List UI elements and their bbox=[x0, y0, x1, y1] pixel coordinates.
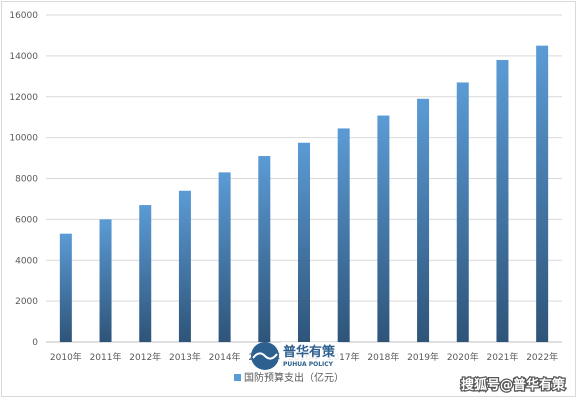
y-tick-label: 4000 bbox=[15, 256, 38, 266]
x-tick-label: 2022年 bbox=[526, 351, 558, 363]
y-tick-label: 8000 bbox=[15, 175, 38, 185]
publisher-logo: 普华有策 PUHUA POLICY bbox=[251, 342, 339, 370]
x-tick-label: 2019年 bbox=[407, 351, 439, 363]
bar bbox=[417, 98, 430, 342]
y-axis-ticks: 0 2000 4000 6000 8000 10000 12000 14000 16000 bbox=[9, 11, 38, 348]
y-tick-label: 2000 bbox=[15, 297, 38, 307]
logo-subtitle: PUHUA POLICY bbox=[283, 361, 334, 368]
y-tick-label: 6000 bbox=[15, 215, 38, 225]
logo-backdrop bbox=[281, 342, 339, 369]
y-tick-label: 0 bbox=[32, 338, 38, 348]
y-tick-label: 14000 bbox=[9, 52, 38, 62]
x-tick-label: 2011年 bbox=[90, 351, 122, 363]
x-tick-label: 2020年 bbox=[447, 351, 479, 363]
bar bbox=[59, 233, 72, 342]
bar bbox=[536, 45, 549, 342]
legend: 国防预算支出（亿元） bbox=[234, 371, 344, 384]
x-tick-label: 2013年 bbox=[169, 351, 201, 363]
y-tick-label: 10000 bbox=[9, 134, 38, 144]
bar bbox=[258, 156, 271, 342]
bar bbox=[377, 115, 390, 343]
logo-wave-icon bbox=[252, 352, 278, 360]
legend-swatch bbox=[234, 374, 241, 381]
x-tick-label: 2010年 bbox=[50, 351, 82, 363]
y-tick-label: 16000 bbox=[9, 11, 38, 21]
x-tick-label: 2012年 bbox=[129, 351, 161, 363]
bar bbox=[139, 205, 152, 342]
bar bbox=[99, 219, 112, 342]
bars bbox=[59, 45, 549, 343]
bar bbox=[298, 142, 310, 342]
watermark: 搜狐号@普华有策 bbox=[460, 376, 568, 395]
watermark-text: 搜狐号@普华有策 bbox=[461, 377, 566, 393]
gridlines bbox=[46, 14, 562, 343]
x-tick-label: 2021年 bbox=[487, 351, 519, 363]
x-tick-label: 2018年 bbox=[367, 351, 399, 363]
bar bbox=[178, 190, 191, 342]
logo-name: 普华有策 bbox=[283, 344, 336, 360]
y-tick-label: 12000 bbox=[9, 93, 38, 103]
bar bbox=[337, 128, 350, 342]
bar bbox=[496, 59, 509, 343]
x-tick-label: 2014年 bbox=[209, 351, 241, 363]
bar bbox=[218, 172, 231, 342]
legend-label: 国防预算支出（亿元） bbox=[244, 371, 344, 384]
bar bbox=[456, 82, 469, 342]
